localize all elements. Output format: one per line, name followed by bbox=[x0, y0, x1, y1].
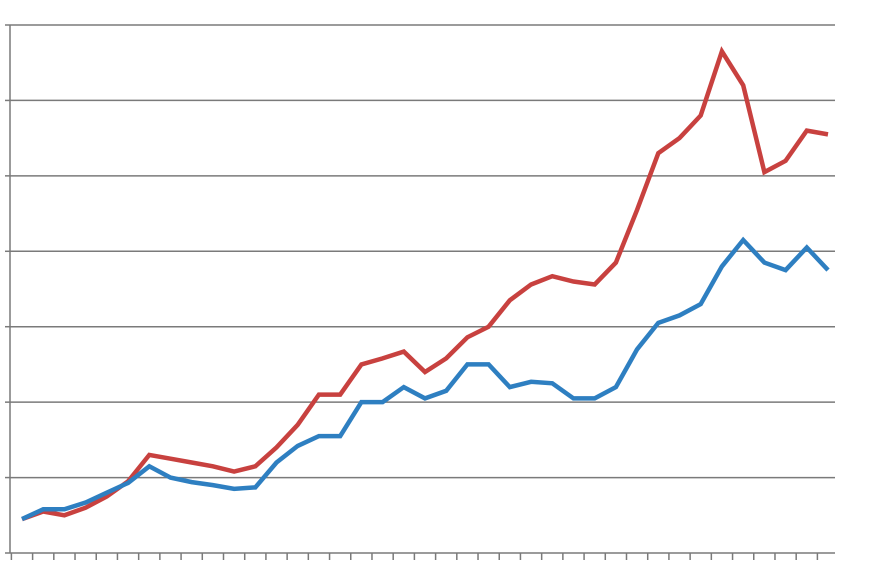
axes bbox=[5, 24, 835, 554]
gridlines bbox=[10, 24, 835, 479]
series-2 bbox=[21, 236, 830, 522]
x-axis-ticks bbox=[10, 553, 819, 560]
series-1 bbox=[21, 46, 829, 522]
series-1-line bbox=[21, 46, 829, 522]
series-lines bbox=[21, 46, 830, 522]
